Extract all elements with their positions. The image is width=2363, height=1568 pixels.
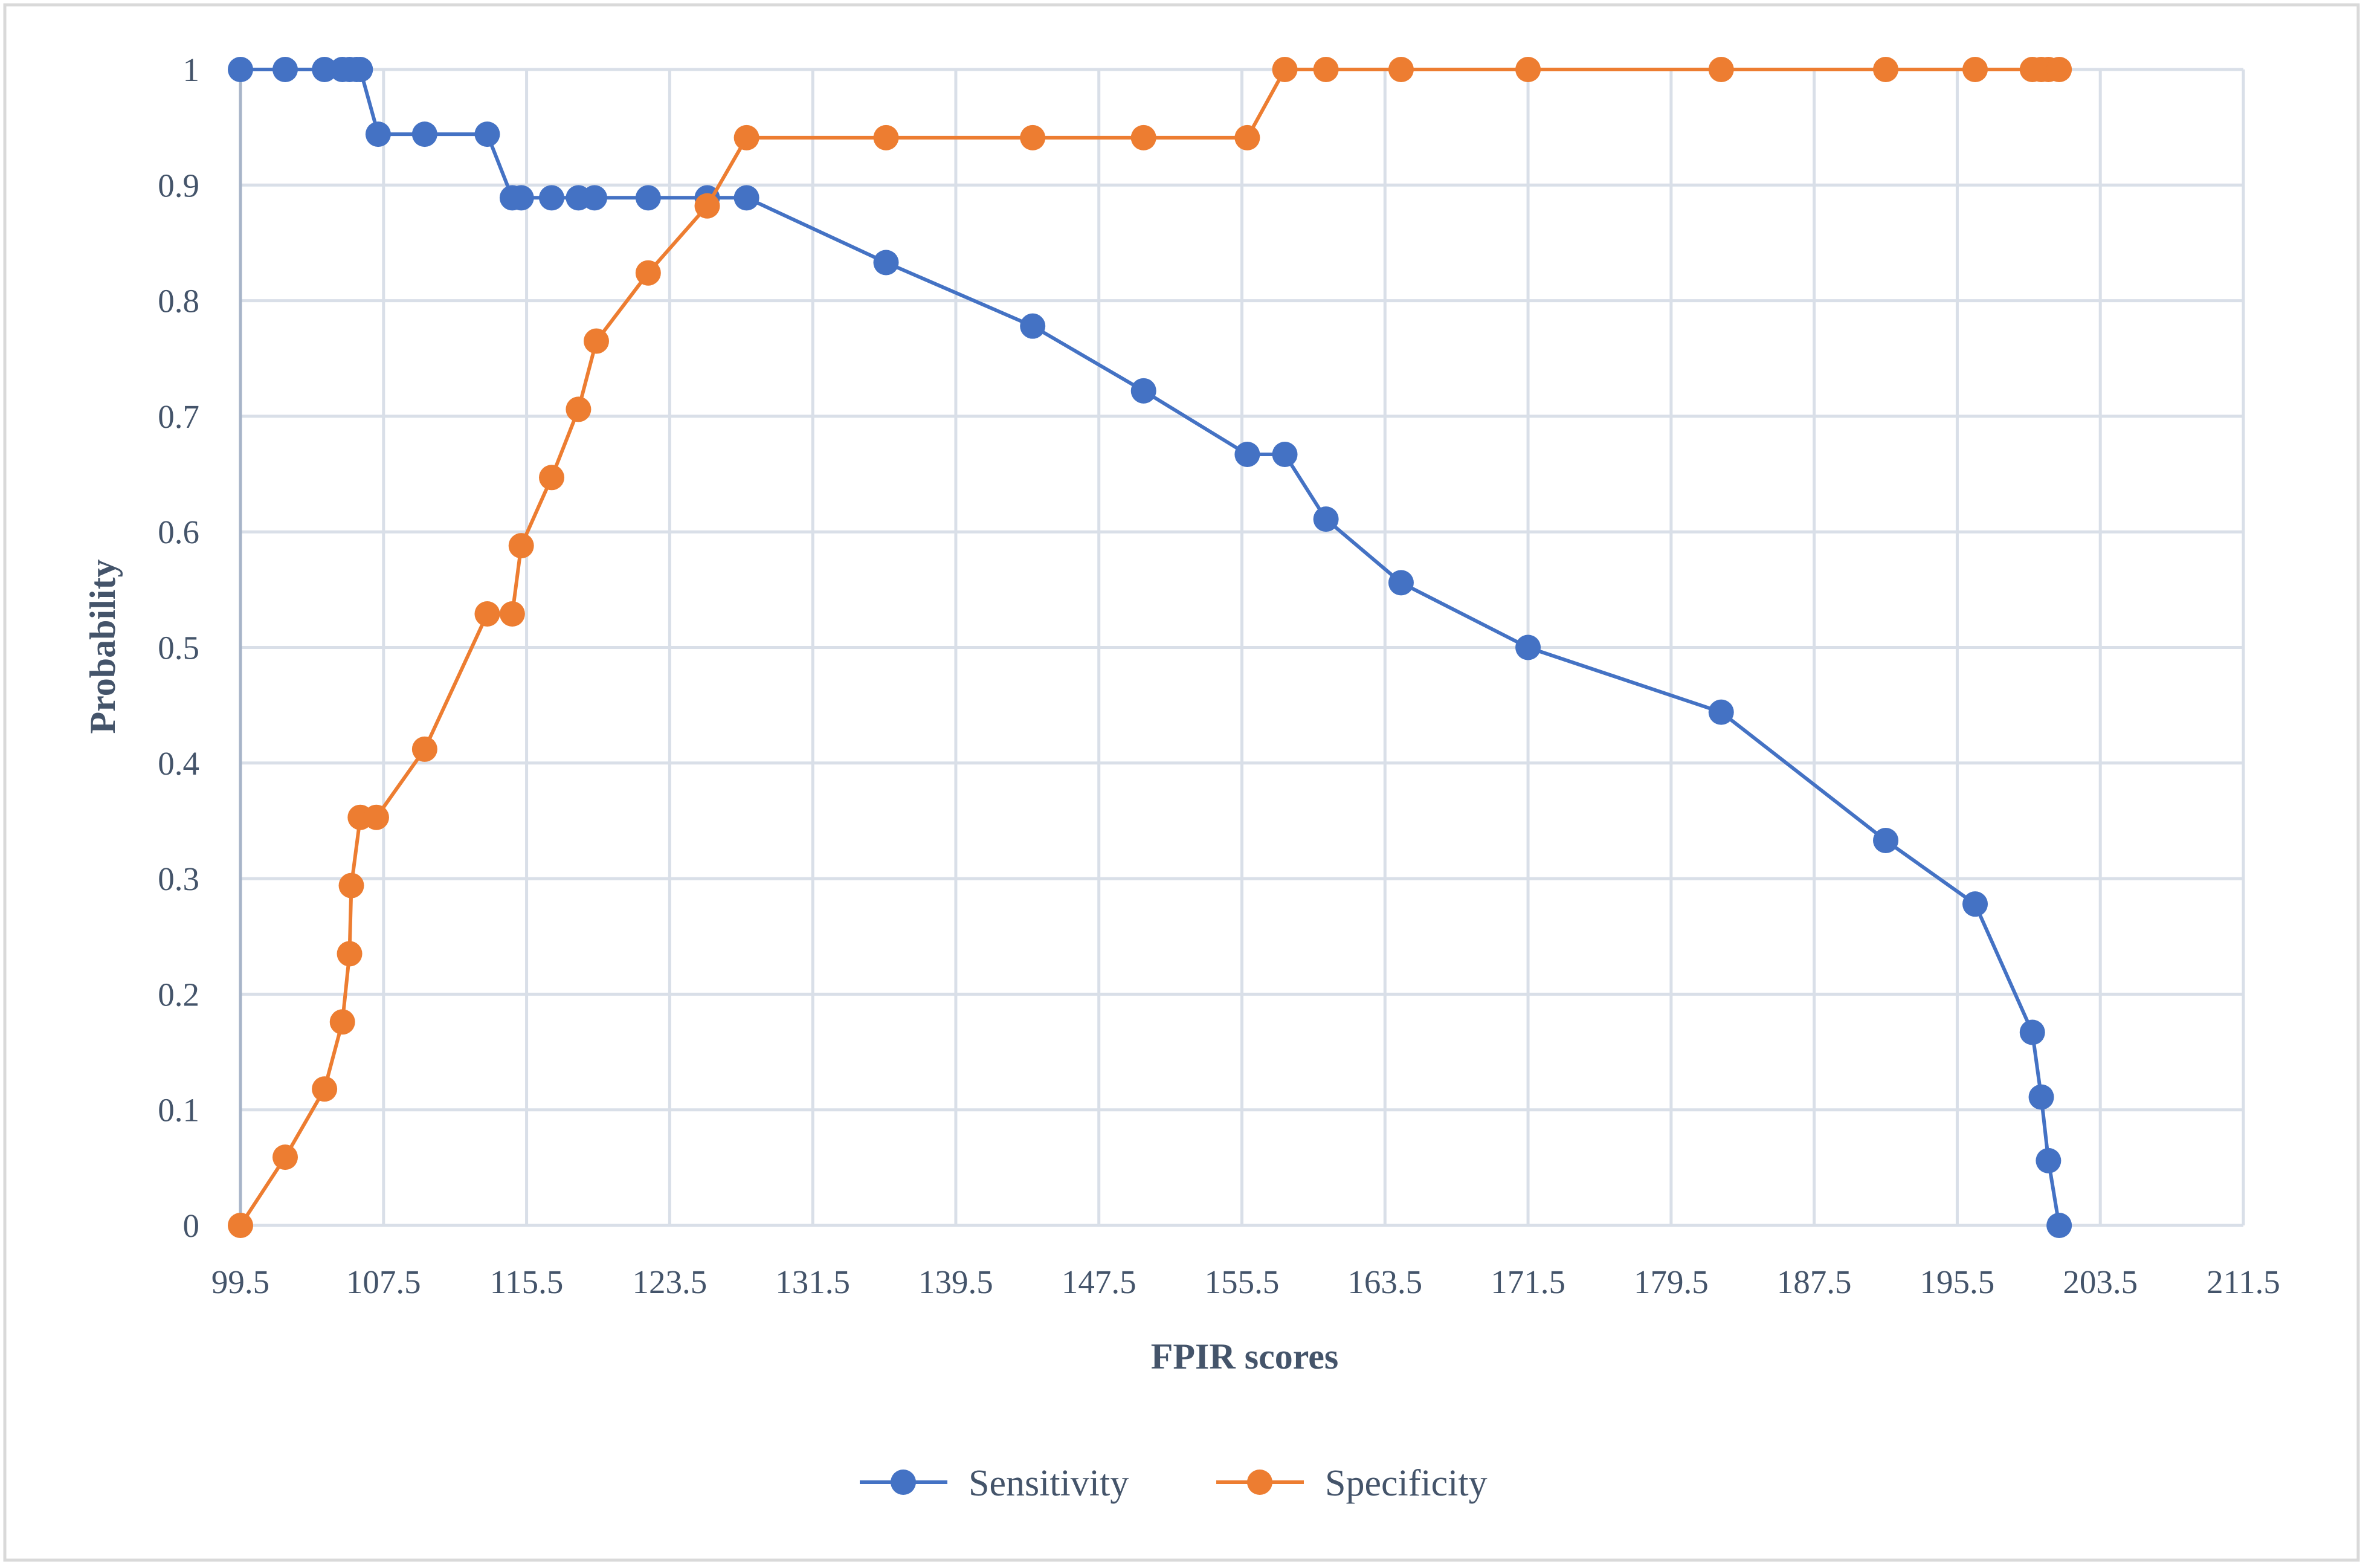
- sensitivity-point: [582, 185, 608, 211]
- sensitivity-point: [1272, 442, 1298, 468]
- specificity-point: [474, 601, 500, 627]
- legend: Sensitivity Specificity: [860, 1463, 1488, 1504]
- specificity-point: [312, 1076, 338, 1102]
- specificity-point: [1313, 57, 1339, 82]
- specificity-point: [566, 396, 592, 422]
- specificity-point: [1708, 57, 1734, 82]
- sensitivity-point: [539, 185, 565, 211]
- sensitivity-point: [2028, 1084, 2054, 1110]
- sensitivity-point: [508, 185, 534, 211]
- specificity-point: [635, 260, 661, 286]
- specificity-point: [363, 804, 389, 830]
- sensitivity-point: [1313, 506, 1339, 532]
- x-tick-label: 195.5: [1920, 1263, 1995, 1300]
- legend-label-sensitivity: Sensitivity: [969, 1463, 1129, 1504]
- y-axis-title: Probability: [83, 560, 123, 734]
- sensitivity-point: [272, 57, 298, 82]
- x-tick-label: 131.5: [775, 1263, 850, 1300]
- x-tick-label: 107.5: [346, 1263, 421, 1300]
- x-tick-label: 123.5: [632, 1263, 707, 1300]
- y-tick-label: 0.7: [158, 398, 199, 435]
- x-axis-title: FPIR scores: [1151, 1337, 1339, 1376]
- specificity-point: [1272, 57, 1298, 82]
- legend-marker-sensitivity: [891, 1470, 916, 1495]
- sensitivity-point: [1962, 891, 1988, 917]
- specificity-point: [733, 124, 759, 150]
- sensitivity-point: [411, 121, 437, 147]
- sensitivity-point: [873, 250, 899, 276]
- specificity-point: [329, 1009, 355, 1035]
- specificity-point: [1234, 124, 1260, 150]
- y-tick-label: 0.3: [158, 860, 199, 897]
- specificity-point: [1130, 124, 1156, 150]
- sensitivity-point: [1020, 313, 1046, 339]
- legend-item-sensitivity: Sensitivity: [860, 1463, 1129, 1504]
- chart-border: [3, 3, 2360, 1562]
- specificity-point: [539, 465, 565, 491]
- y-tick-label: 1: [183, 51, 200, 88]
- specificity-point: [2046, 57, 2072, 82]
- x-tick-label: 115.5: [490, 1263, 564, 1300]
- sensitivity-point: [2019, 1019, 2045, 1045]
- specificity-point: [584, 328, 610, 354]
- sensitivity-point: [2046, 1213, 2072, 1238]
- specificity-point: [228, 1213, 253, 1238]
- sensitivity-point: [365, 121, 391, 147]
- x-tick-label: 147.5: [1062, 1263, 1136, 1300]
- y-tick-label: 0.9: [158, 167, 199, 204]
- sensitivity-point: [1873, 827, 1899, 853]
- legend-marker-specificity: [1247, 1470, 1272, 1495]
- sensitivity-point: [228, 57, 253, 82]
- specificity-point: [873, 124, 899, 150]
- specificity-point: [694, 193, 720, 219]
- sensitivity-point: [733, 185, 759, 211]
- x-tick-label: 99.5: [211, 1263, 269, 1300]
- x-tick-label: 211.5: [2207, 1263, 2280, 1300]
- x-tick-label: 163.5: [1347, 1263, 1422, 1300]
- y-tick-label: 0.8: [158, 283, 199, 320]
- sensitivity-point: [1708, 699, 1734, 725]
- sensitivity-point: [2036, 1147, 2062, 1173]
- y-tick-label: 0: [183, 1207, 200, 1244]
- y-tick-label: 0.5: [158, 630, 199, 666]
- specificity-point: [1962, 57, 1988, 82]
- specificity-point: [338, 873, 364, 899]
- legend-label-specificity: Specificity: [1325, 1463, 1488, 1504]
- sensitivity-point: [635, 185, 661, 211]
- x-tick-label: 203.5: [2063, 1263, 2138, 1300]
- specificity-point: [411, 736, 437, 762]
- y-tick-label: 0.2: [158, 976, 199, 1013]
- sensitivity-point: [474, 121, 500, 147]
- y-tick-label: 0.4: [158, 745, 199, 782]
- x-tick-label: 155.5: [1205, 1263, 1280, 1300]
- sensitivity-point: [1234, 442, 1260, 468]
- specificity-point: [1873, 57, 1899, 82]
- sensitivity-point: [312, 57, 338, 82]
- x-tick-label: 179.5: [1634, 1263, 1709, 1300]
- x-tick-label: 171.5: [1491, 1263, 1565, 1300]
- sensitivity-point: [347, 57, 373, 82]
- specificity-point: [1020, 124, 1046, 150]
- specificity-point: [337, 941, 363, 967]
- specificity-point: [499, 601, 525, 627]
- y-tick-label: 0.1: [158, 1092, 199, 1129]
- legend-item-specificity: Specificity: [1216, 1463, 1488, 1504]
- specificity-point: [1515, 57, 1541, 82]
- specificity-point: [272, 1144, 298, 1170]
- y-tick-label: 0.6: [158, 514, 199, 550]
- sensitivity-point: [1515, 634, 1541, 660]
- x-tick-label: 139.5: [918, 1263, 993, 1300]
- sensitivity-point: [1388, 570, 1414, 596]
- specificity-point: [508, 533, 534, 559]
- x-tick-label: 187.5: [1777, 1263, 1852, 1300]
- sensitivity-point: [1130, 378, 1156, 404]
- series-specificity: [228, 57, 2072, 1238]
- specificity-point: [1388, 57, 1414, 82]
